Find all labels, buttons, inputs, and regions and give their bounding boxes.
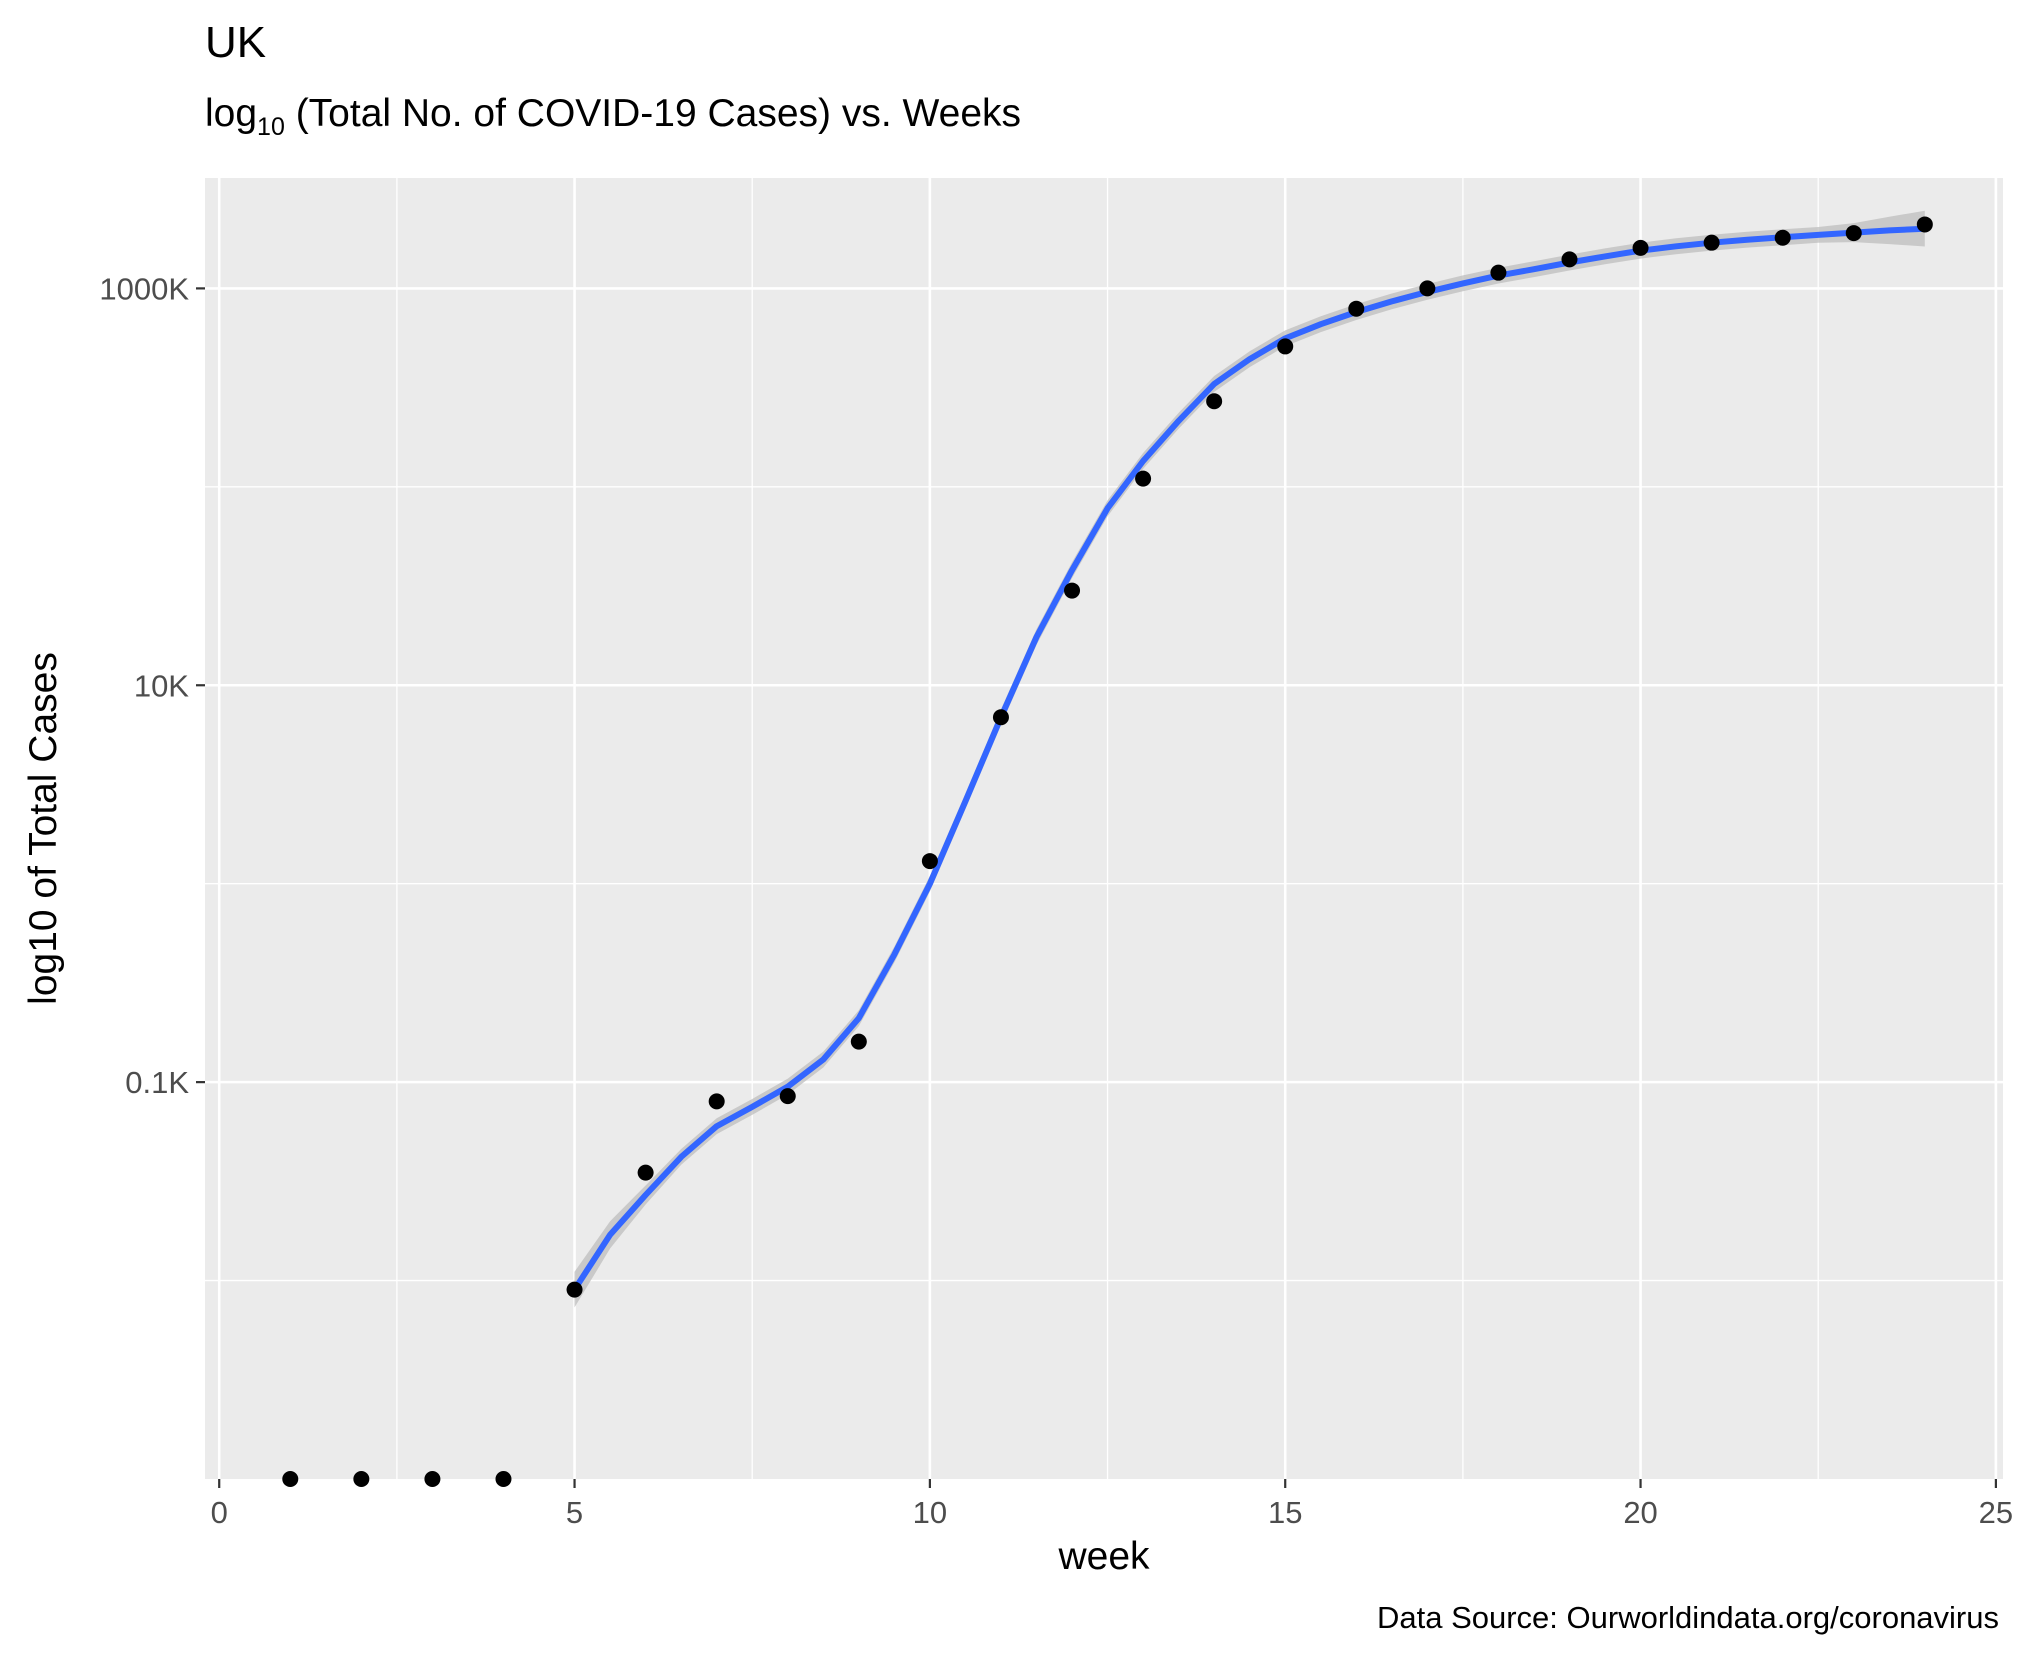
- data-source-caption: Data Source: Ourworldindata.org/coronavi…: [1376, 1600, 1999, 1635]
- data-point: [1703, 234, 1720, 251]
- data-point: [1561, 251, 1578, 268]
- smooth-line: [571, 225, 1928, 1293]
- data-point: [282, 1471, 299, 1487]
- y-tick-label: 1000K: [99, 271, 189, 306]
- data-point: [637, 1164, 654, 1181]
- x-axis: 0 5 10 15 20 25: [211, 1479, 2013, 1530]
- x-tick-label: 10: [913, 1495, 947, 1530]
- x-tick-label: 25: [1979, 1495, 2013, 1530]
- x-axis-label: week: [1057, 1535, 1150, 1578]
- data-point: [1632, 239, 1649, 256]
- chart-title: UK: [205, 18, 267, 67]
- data-point: [850, 1033, 867, 1050]
- data-point: [1845, 225, 1862, 242]
- subtitle-subscript: 10: [257, 112, 285, 141]
- data-point: [1348, 300, 1365, 317]
- data-point: [1774, 229, 1791, 246]
- minor-gridlines: [205, 178, 2003, 1479]
- data-point: [1064, 582, 1081, 599]
- data-point: [1206, 393, 1223, 410]
- x-tick-label: 15: [1268, 1495, 1302, 1530]
- data-point: [779, 1088, 796, 1105]
- y-axis-label: log10 of Total Cases: [22, 652, 65, 1005]
- subtitle-rest: (Total No. of COVID-19 Cases) vs. Weeks: [284, 92, 1022, 135]
- data-points: [282, 216, 1933, 1487]
- data-point: [353, 1471, 370, 1487]
- data-point: [1135, 470, 1152, 487]
- chart-subtitle: log10 (Total No. of COVID-19 Cases) vs. …: [205, 92, 1021, 142]
- data-point: [992, 709, 1009, 726]
- major-gridlines: [205, 178, 2003, 1479]
- data-point: [1277, 338, 1294, 355]
- data-point: [566, 1281, 583, 1298]
- x-tick-label: 20: [1623, 1495, 1657, 1530]
- data-point: [424, 1471, 441, 1487]
- data-point: [1490, 264, 1507, 281]
- x-tick-label: 5: [566, 1495, 583, 1530]
- data-point: [1419, 280, 1436, 297]
- data-point: [495, 1471, 512, 1487]
- x-tick-label: 0: [211, 1495, 228, 1530]
- y-tick-label: 0.1K: [125, 1065, 189, 1100]
- data-point: [1916, 216, 1933, 233]
- plot-panel: [205, 178, 2003, 1479]
- subtitle-log: log: [205, 92, 258, 135]
- y-tick-label: 10K: [134, 668, 189, 703]
- y-axis: 0.1K 10K 1000K: [99, 271, 205, 1100]
- data-point: [921, 853, 938, 870]
- data-point: [708, 1093, 725, 1110]
